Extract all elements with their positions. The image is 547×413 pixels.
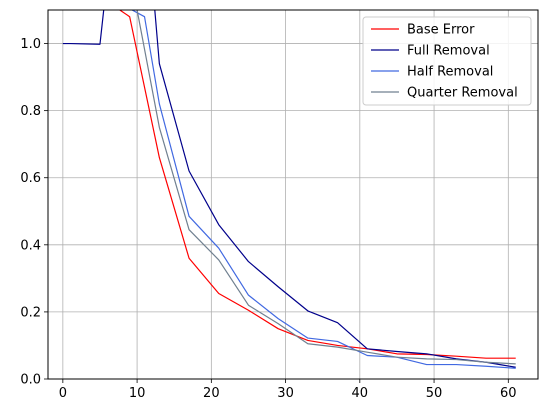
series-line-full-removal (62, 10, 516, 368)
legend-label-full-removal: Full Removal (407, 44, 490, 59)
x-tick-label: 0 (59, 386, 67, 401)
x-tick-label: 60 (500, 386, 517, 401)
y-tick-label: 0.6 (20, 171, 41, 186)
x-tick-label: 10 (129, 386, 146, 401)
axis-ticks: 0 10 20 30 40 50 60 0.0 0.2 0.4 0.6 0.8 1.0 (20, 37, 516, 401)
x-tick-label: 40 (352, 386, 369, 401)
legend-label-base-error: Base Error (407, 23, 475, 38)
x-tick-label: 20 (203, 386, 220, 401)
series-line-quarter-removal (135, 10, 516, 365)
series-lines (62, 10, 516, 369)
x-tick-label: 50 (426, 386, 443, 401)
legend-label-quarter-removal: Quarter Removal (407, 86, 518, 101)
series-line-base-error (118, 10, 516, 359)
y-tick-label: 0.0 (20, 373, 41, 388)
legend-box (362, 16, 532, 106)
x-tick-label: 30 (277, 386, 294, 401)
legend: Base Error Full Removal Half Removal Quarte… (362, 16, 532, 106)
y-tick-label: 0.8 (20, 104, 41, 119)
y-tick-label: 0.2 (20, 305, 41, 320)
legend-label-half-removal: Half Removal (407, 65, 493, 80)
y-tick-label: 1.0 (20, 37, 41, 52)
plot-frame (47, 9, 539, 380)
series-line-half-removal (130, 10, 516, 369)
y-tick-label: 0.4 (20, 238, 41, 253)
